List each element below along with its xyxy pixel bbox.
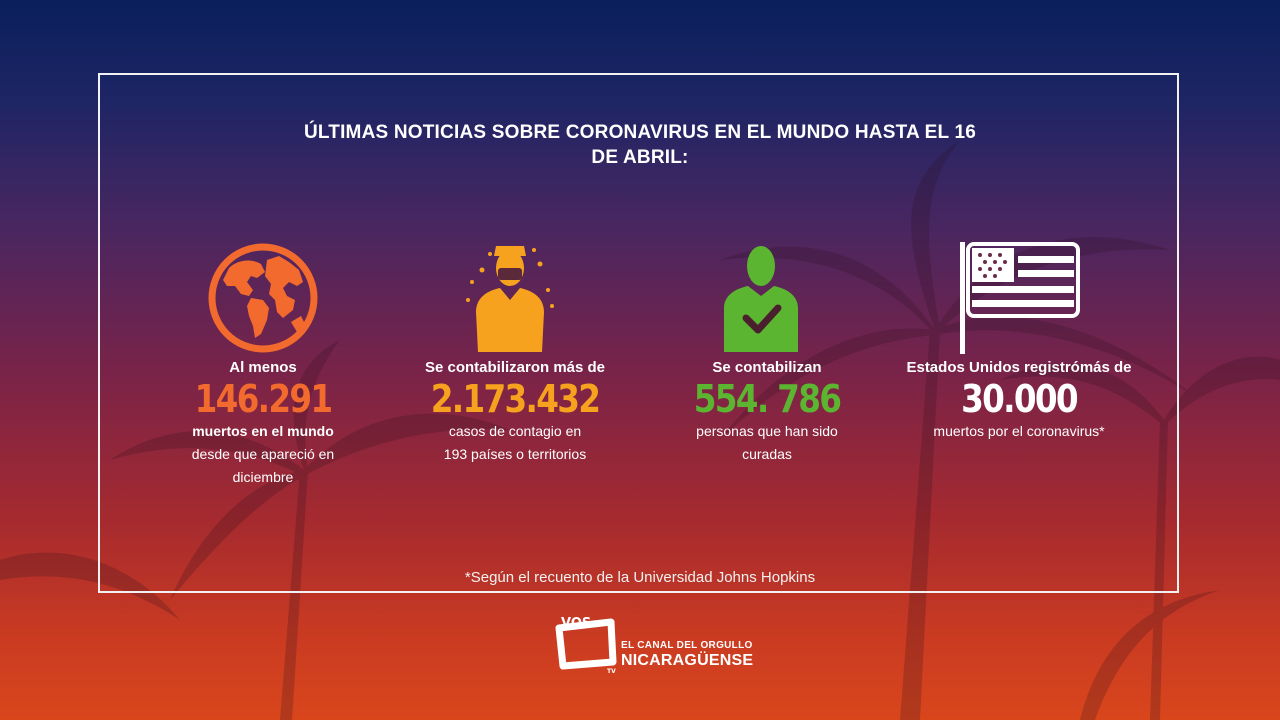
- stat-deaths-world: Al menos 146.291 muertos en el mundo des…: [138, 358, 388, 489]
- tagline-line1: EL CANAL DEL ORGULLO: [621, 640, 753, 651]
- stat-desc: curadas: [742, 446, 792, 462]
- tagline-line2: NICARAGÜENSE: [621, 652, 754, 669]
- stat-desc: casos de contagio en: [448, 423, 582, 439]
- stat-lead: Al menos: [229, 359, 297, 376]
- masked-person-icon: [466, 246, 554, 352]
- stat-cases: Se contabilizaron más de 2.173.432 casos…: [390, 358, 640, 466]
- stat-us-deaths: Estados Unidos registrómás de 30.000 mue…: [894, 358, 1144, 443]
- stat-recovered: Se contabilizan 554. 786 personas que ha…: [642, 358, 892, 466]
- stat-number: 2.173.432: [430, 377, 601, 421]
- stat-lead: Estados Unidos registrómás de: [906, 359, 1132, 376]
- stat-desc: personas que han sido: [696, 423, 838, 439]
- stat-number: 146.291: [194, 377, 334, 421]
- stat-desc: diciembre: [232, 469, 294, 485]
- globe-icon: [208, 243, 318, 353]
- logo-mark: VOS: [561, 616, 591, 631]
- stat-desc: desde que apareció en: [191, 446, 335, 462]
- channel-tagline: EL CANAL DEL ORGULLO NICARAGÜENSE: [621, 640, 753, 670]
- stat-lead: Se contabilizan: [712, 359, 822, 376]
- person-check-icon: [724, 246, 798, 352]
- stat-number: 554. 786: [693, 377, 842, 421]
- us-flag-icon: [960, 242, 1080, 354]
- source-footnote: *Según el recuento de la Universidad Joh…: [464, 569, 816, 586]
- stat-desc: muertos por el coronavirus*: [933, 423, 1105, 439]
- page-title: ÚLTIMAS NOTICIAS SOBRE CORONAVIRUS EN EL…: [303, 122, 977, 168]
- content-frame: [98, 73, 1179, 593]
- vos-tv-logo-icon: VOS TV: [555, 616, 617, 674]
- stat-desc: 193 países o territorios: [443, 446, 587, 462]
- stat-desc: muertos en el mundo: [192, 423, 334, 439]
- stat-number: 30.000: [961, 377, 1079, 421]
- logo-tv: TV: [607, 668, 616, 674]
- stat-lead: Se contabilizaron más de: [424, 359, 606, 376]
